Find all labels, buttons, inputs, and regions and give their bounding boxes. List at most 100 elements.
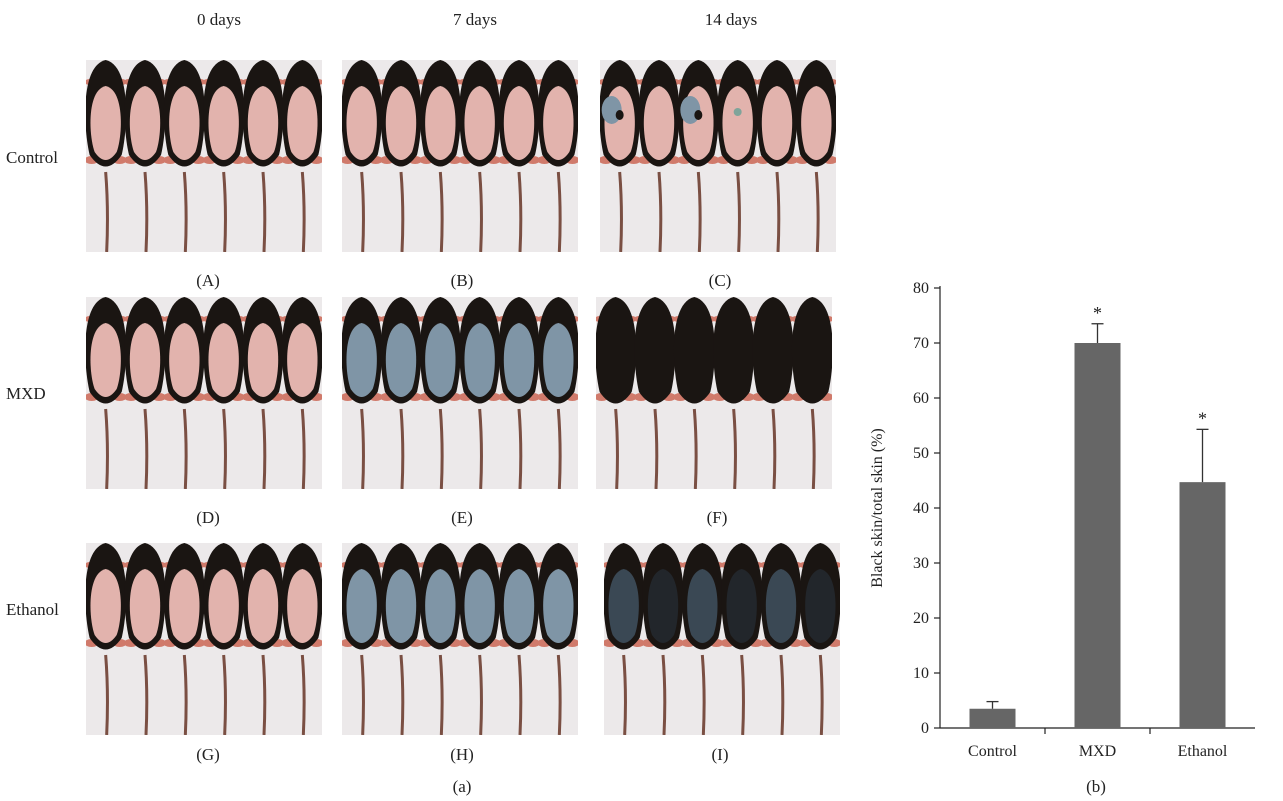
photo-background: [596, 297, 832, 489]
mouse-shaved-skin: [761, 86, 793, 160]
mouse-shaved-skin: [385, 86, 417, 160]
photo-background: [342, 297, 578, 489]
mouse-tail: [300, 654, 306, 735]
mouse-shaved-skin: [247, 86, 279, 160]
column-header-0-days: 0 days: [197, 10, 241, 29]
mouse-tail: [104, 654, 109, 735]
mouse-shaved-skin: [543, 323, 574, 397]
mouse-tail: [360, 408, 365, 489]
y-tick-label: 50: [913, 445, 929, 462]
caption-g: (G): [196, 745, 220, 764]
mouse-tail: [556, 408, 562, 489]
mouse-tail: [438, 171, 444, 252]
mouse: [163, 543, 206, 735]
mouse-tail: [438, 654, 444, 735]
mouse: [124, 297, 166, 489]
mouse-shaved-skin: [247, 323, 279, 397]
y-tick-label: 80: [913, 280, 929, 297]
mouse-tail: [143, 654, 149, 735]
mouse-tail: [818, 654, 824, 735]
photo-background: [86, 297, 322, 489]
mouse: [673, 297, 716, 489]
mouse: [380, 543, 422, 735]
caption-i: (I): [711, 745, 729, 764]
row-label-control: Control: [6, 148, 58, 167]
panel-label-b: (b): [1086, 777, 1106, 796]
mouse: [604, 543, 645, 735]
mouse: [638, 60, 680, 252]
y-tick-label: 70: [913, 335, 929, 352]
mouse-shaved-skin: [346, 569, 377, 643]
caption-d: (D): [196, 508, 220, 527]
y-tick-label: 30: [913, 555, 929, 572]
mouse: [202, 60, 245, 252]
caption-c: (C): [708, 271, 732, 290]
mouse: [163, 60, 206, 252]
mouse: [791, 297, 832, 489]
mouse-tail: [478, 408, 483, 489]
bar-mxd: [1074, 343, 1121, 728]
caption-e: (E): [451, 508, 473, 527]
y-tick-label: 40: [913, 500, 929, 517]
x-tick-label: Ethanol: [1178, 743, 1228, 760]
mouse-shaved-skin: [90, 86, 121, 160]
mouse-photo-d: [86, 297, 322, 489]
mouse-shaved-skin: [208, 569, 239, 643]
mouse-body: [752, 297, 794, 404]
mouse-tail: [779, 654, 785, 735]
mouse-tail: [438, 408, 444, 489]
caption-a: (A): [196, 271, 220, 290]
significance-marker: *: [1198, 408, 1207, 428]
mouse-tail: [517, 408, 523, 489]
pigment-spot: [694, 110, 703, 120]
mouse-tail: [622, 654, 627, 735]
mouse-tail: [736, 171, 741, 252]
mouse-tail: [143, 408, 149, 489]
mouse-tail: [261, 408, 267, 489]
y-tick-label: 0: [921, 720, 929, 737]
mouse: [634, 297, 676, 489]
mouse-photo-b: [342, 60, 578, 252]
x-tick-label: MXD: [1079, 743, 1116, 760]
mouse-body: [596, 297, 637, 404]
mouse-tail: [517, 654, 523, 735]
mouse: [596, 297, 637, 489]
mouse: [712, 297, 755, 489]
mouse-tail: [222, 654, 227, 735]
mouse-tail: [556, 171, 562, 252]
caption-b: (B): [450, 271, 474, 290]
pigment-spot: [615, 110, 624, 120]
mouse-photo-c: [600, 60, 836, 252]
mouse: [537, 60, 578, 252]
mouse-shaved-skin: [503, 323, 535, 397]
mouse-shaved-skin: [464, 323, 495, 397]
y-tick-label: 20: [913, 610, 929, 627]
mouse-photo-e: [342, 297, 578, 489]
bar-control: [969, 708, 1016, 728]
mouse: [380, 60, 422, 252]
mouse-tail: [261, 654, 267, 735]
mouse: [795, 60, 836, 252]
mouse-shaved-skin: [503, 86, 535, 160]
mouse-tail: [478, 654, 483, 735]
bar-chart: Black skin/total skin (%) 0 10 20 30 40 50 60 70…: [869, 280, 1255, 760]
column-header-14-days: 14 days: [704, 10, 758, 29]
mouse: [342, 60, 383, 252]
bar-ethanol: [1179, 482, 1226, 728]
panel-label-a: (a): [452, 777, 472, 796]
mouse-shaved-skin: [425, 569, 456, 643]
mouse: [86, 543, 127, 735]
caption-f: (F): [706, 508, 728, 527]
mouse-photo-g: [86, 543, 322, 735]
mouse-tail: [104, 408, 109, 489]
mouse-tail: [740, 654, 745, 735]
mouse-shaved-skin: [346, 86, 377, 160]
mouse-shaved-skin: [805, 569, 836, 643]
mouse-shaved-skin: [608, 569, 639, 643]
mouse-shaved-skin: [287, 569, 318, 643]
mouse-shaved-skin: [464, 86, 495, 160]
mouse-shaved-skin: [726, 569, 757, 643]
caption-h: (H): [450, 745, 474, 764]
mouse-tail: [700, 654, 706, 735]
mouse-shaved-skin: [169, 323, 200, 397]
